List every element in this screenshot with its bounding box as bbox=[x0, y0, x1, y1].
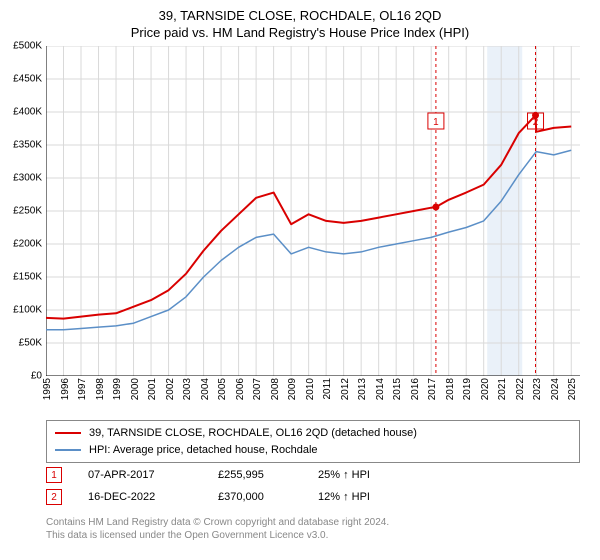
legend-label-property: 39, TARNSIDE CLOSE, ROCHDALE, OL16 2QD (… bbox=[89, 425, 417, 442]
legend: 39, TARNSIDE CLOSE, ROCHDALE, OL16 2QD (… bbox=[46, 420, 580, 463]
x-tick-label: 1998 bbox=[95, 378, 106, 400]
y-tick-label: £50K bbox=[19, 338, 42, 349]
y-tick-label: £450K bbox=[13, 74, 42, 85]
x-tick-label: 2000 bbox=[130, 378, 141, 400]
txn-price: £370,000 bbox=[218, 491, 318, 503]
table-row: 1 07-APR-2017 £255,995 25% ↑ HPI bbox=[46, 464, 408, 486]
x-tick-label: 2021 bbox=[497, 378, 508, 400]
x-tick-label: 2013 bbox=[357, 378, 368, 400]
y-tick-label: £300K bbox=[13, 173, 42, 184]
x-tick-label: 1996 bbox=[60, 378, 71, 400]
x-axis-labels: 1995199619971998199920002001200220032004… bbox=[46, 378, 580, 418]
x-tick-label: 2008 bbox=[270, 378, 281, 400]
x-tick-label: 2019 bbox=[462, 378, 473, 400]
legend-label-hpi: HPI: Average price, detached house, Roch… bbox=[89, 442, 318, 459]
x-tick-label: 1995 bbox=[42, 378, 53, 400]
y-tick-label: £500K bbox=[13, 41, 42, 52]
chart-container: 39, TARNSIDE CLOSE, ROCHDALE, OL16 2QD P… bbox=[0, 0, 600, 560]
txn-price: £255,995 bbox=[218, 469, 318, 481]
y-tick-label: £200K bbox=[13, 239, 42, 250]
transaction-table: 1 07-APR-2017 £255,995 25% ↑ HPI 2 16-DE… bbox=[46, 464, 408, 508]
y-tick-label: £350K bbox=[13, 140, 42, 151]
legend-swatch-property bbox=[55, 432, 81, 434]
x-tick-label: 2009 bbox=[287, 378, 298, 400]
y-tick-label: £400K bbox=[13, 107, 42, 118]
legend-row-property: 39, TARNSIDE CLOSE, ROCHDALE, OL16 2QD (… bbox=[55, 425, 571, 442]
x-tick-label: 2004 bbox=[200, 378, 211, 400]
footer-line2: This data is licensed under the Open Gov… bbox=[46, 529, 389, 542]
txn-date: 07-APR-2017 bbox=[88, 469, 218, 481]
x-tick-label: 2015 bbox=[392, 378, 403, 400]
chart-plot-area: 12 bbox=[46, 46, 580, 376]
title-address: 39, TARNSIDE CLOSE, ROCHDALE, OL16 2QD bbox=[0, 0, 600, 23]
txn-hpi: 25% ↑ HPI bbox=[318, 469, 408, 481]
y-tick-label: £0 bbox=[31, 371, 42, 382]
txn-date: 16-DEC-2022 bbox=[88, 491, 218, 503]
y-tick-label: £150K bbox=[13, 272, 42, 283]
txn-hpi: 12% ↑ HPI bbox=[318, 491, 408, 503]
table-row: 2 16-DEC-2022 £370,000 12% ↑ HPI bbox=[46, 486, 408, 508]
title-subtitle: Price paid vs. HM Land Registry's House … bbox=[0, 23, 600, 44]
x-tick-label: 2002 bbox=[165, 378, 176, 400]
x-tick-label: 2025 bbox=[567, 378, 578, 400]
x-tick-label: 2011 bbox=[322, 378, 333, 400]
x-tick-label: 2001 bbox=[147, 378, 158, 400]
marker-badge-1: 1 bbox=[46, 467, 62, 483]
x-tick-label: 1997 bbox=[77, 378, 88, 400]
x-tick-label: 2024 bbox=[550, 378, 561, 400]
x-tick-label: 1999 bbox=[112, 378, 123, 400]
y-tick-label: £250K bbox=[13, 206, 42, 217]
legend-row-hpi: HPI: Average price, detached house, Roch… bbox=[55, 442, 571, 459]
y-tick-label: £100K bbox=[13, 305, 42, 316]
x-tick-label: 2018 bbox=[445, 378, 456, 400]
marker-badge-2: 2 bbox=[46, 489, 62, 505]
x-tick-label: 2016 bbox=[410, 378, 421, 400]
x-tick-label: 2014 bbox=[375, 378, 386, 400]
x-tick-label: 2012 bbox=[340, 378, 351, 400]
x-tick-label: 2010 bbox=[305, 378, 316, 400]
legend-swatch-hpi bbox=[55, 449, 81, 451]
x-tick-label: 2017 bbox=[427, 378, 438, 400]
footer-attribution: Contains HM Land Registry data © Crown c… bbox=[46, 516, 389, 542]
x-tick-label: 2020 bbox=[480, 378, 491, 400]
y-axis-labels: £0£50K£100K£150K£200K£250K£300K£350K£400… bbox=[0, 46, 44, 376]
svg-text:1: 1 bbox=[433, 117, 439, 128]
footer-line1: Contains HM Land Registry data © Crown c… bbox=[46, 516, 389, 529]
x-tick-label: 2022 bbox=[515, 378, 526, 400]
x-tick-label: 2023 bbox=[532, 378, 543, 400]
x-tick-label: 2003 bbox=[182, 378, 193, 400]
x-tick-label: 2007 bbox=[252, 378, 263, 400]
x-tick-label: 2006 bbox=[235, 378, 246, 400]
x-tick-label: 2005 bbox=[217, 378, 228, 400]
